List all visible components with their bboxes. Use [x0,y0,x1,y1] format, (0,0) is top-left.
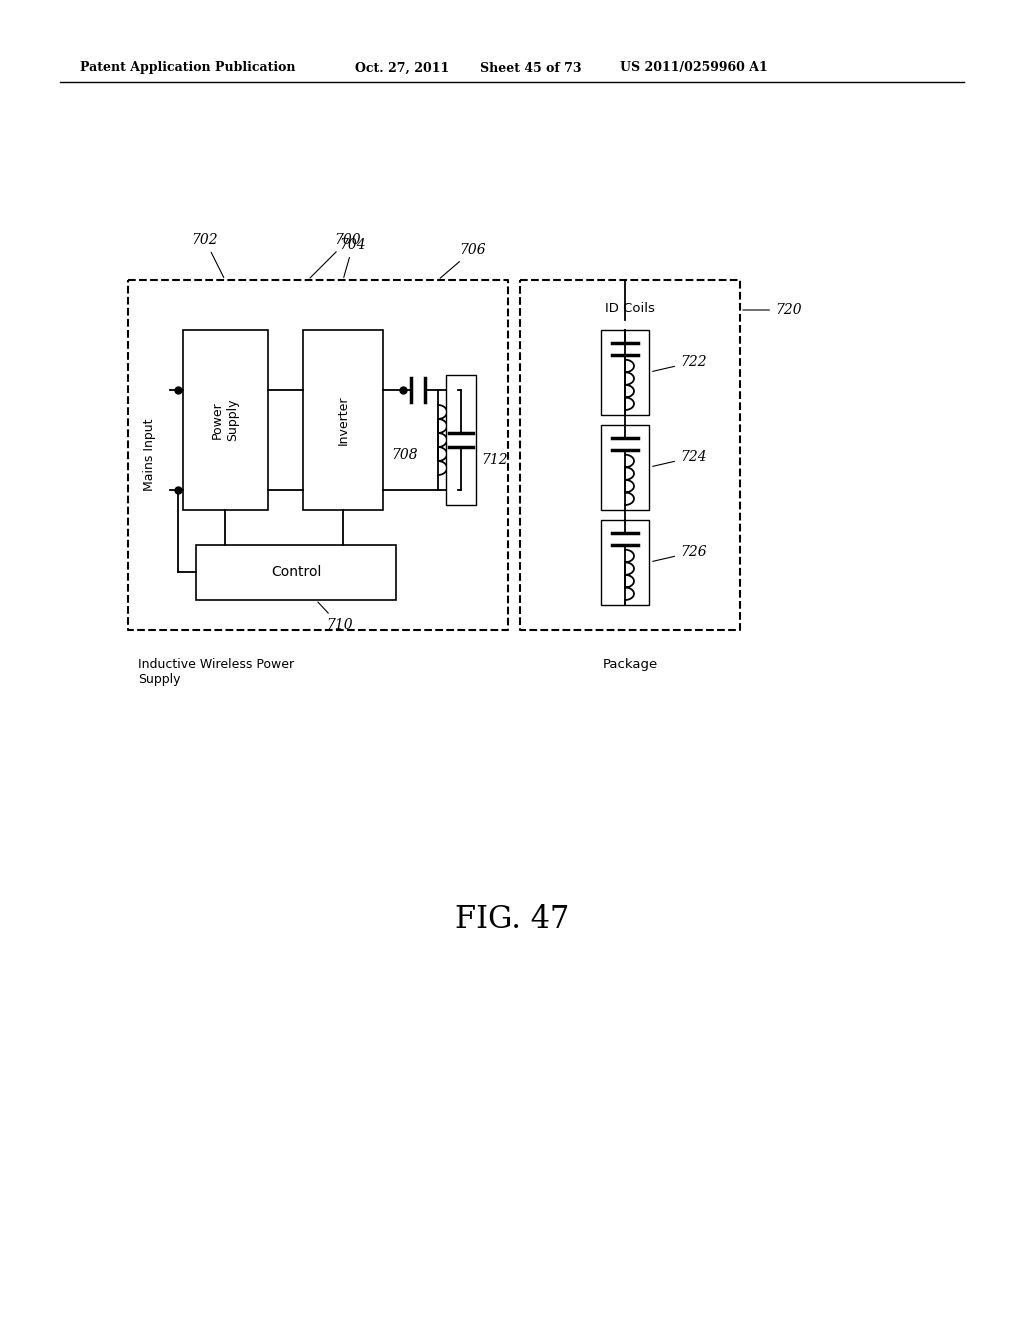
Text: 704: 704 [340,238,367,277]
Text: Control: Control [270,565,322,579]
Text: US 2011/0259960 A1: US 2011/0259960 A1 [620,62,768,74]
Bar [303,330,383,510]
Text: 722: 722 [652,355,707,371]
Text: Mains Input: Mains Input [143,418,157,491]
Text: Inductive Wireless Power
Supply: Inductive Wireless Power Supply [138,657,294,686]
Text: 720: 720 [742,304,802,317]
Bar [446,375,476,506]
Text: Package: Package [602,657,657,671]
Text: 702: 702 [191,234,224,277]
Text: 700: 700 [310,234,361,279]
Text: 706: 706 [440,243,486,279]
Text: Sheet 45 of 73: Sheet 45 of 73 [480,62,582,74]
Text: 710: 710 [317,602,352,632]
Text: ID Coils: ID Coils [605,301,655,314]
Text: 724: 724 [652,450,707,466]
Text: Inverter: Inverter [337,395,349,445]
Bar [601,520,649,605]
Bar [601,425,649,510]
Text: 726: 726 [652,545,707,561]
Text: FIG. 47: FIG. 47 [455,904,569,936]
Bar [196,545,396,601]
Text: Power
Supply: Power Supply [211,399,239,441]
Bar [601,330,649,414]
Text: Oct. 27, 2011: Oct. 27, 2011 [355,62,450,74]
Text: 708: 708 [391,447,418,462]
Bar [183,330,268,510]
Text: Patent Application Publication: Patent Application Publication [80,62,296,74]
Text: 712: 712 [481,453,508,467]
